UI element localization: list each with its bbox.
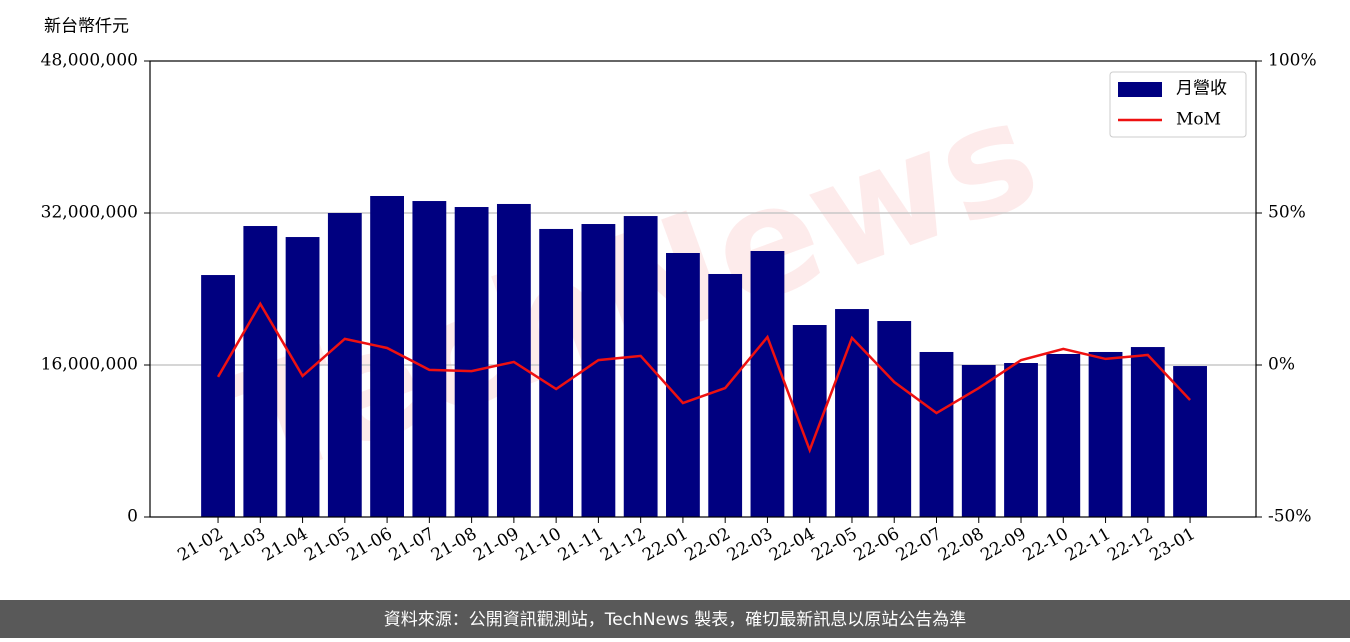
bar (454, 207, 489, 517)
legend-swatch (1118, 82, 1162, 97)
y-tick-label: 32,000,000 (41, 203, 138, 223)
unit-label: 新台幣仟元 (44, 17, 129, 37)
x-tick-label: 22-04 (766, 524, 818, 566)
source-note: 資料來源：公開資訊觀測站，TechNews 製表，確切最新訊息以原站公告為準 (384, 610, 966, 630)
footer-bar (0, 600, 1350, 638)
bar (961, 365, 996, 517)
x-tick-label: 22-06 (851, 524, 903, 566)
bar (1046, 353, 1081, 517)
legend-label: 月營收 (1176, 79, 1227, 99)
x-tick-label: 21-12 (597, 524, 649, 566)
bar (201, 275, 235, 517)
plot-frame (149, 60, 1257, 518)
y2-tick-label: 100% (1268, 51, 1317, 71)
x-tick-label: 22-01 (639, 524, 691, 566)
x-tick-label: 21-03 (217, 524, 269, 566)
bar (623, 216, 658, 518)
bar (1130, 347, 1165, 517)
bar (666, 252, 700, 517)
x-tick-label: 21-08 (428, 524, 480, 566)
legend-label: MoM (1176, 110, 1221, 130)
x-tick-label: 22-03 (724, 524, 776, 566)
bar (243, 226, 278, 517)
x-tick-label: 22-07 (893, 524, 945, 566)
bar (1173, 366, 1207, 517)
bar (919, 351, 954, 517)
x-tick-label: 22-09 (977, 524, 1029, 566)
x-tick-label: 21-04 (259, 524, 311, 566)
y-tick-label: 0 (127, 507, 138, 527)
x-tick-label: 22-02 (681, 524, 733, 566)
y2-tick-label: 50% (1268, 203, 1306, 223)
x-tick-label: 22-12 (1104, 524, 1156, 566)
bar (708, 273, 743, 517)
y2-tick-label: -50% (1268, 507, 1312, 527)
x-tick-label: 22-05 (808, 524, 860, 566)
x-tick-label: 21-05 (301, 524, 353, 566)
bar (370, 195, 404, 517)
bar (412, 201, 447, 517)
y-tick-label: 48,000,000 (41, 51, 138, 71)
bar (581, 224, 616, 517)
x-tick-label: 22-10 (1020, 524, 1072, 566)
x-tick-label: 23-01 (1146, 524, 1198, 566)
bar (1088, 351, 1123, 517)
bar (1004, 363, 1038, 517)
bar (327, 213, 362, 517)
x-tick-label: 21-07 (386, 524, 438, 566)
bar (835, 309, 869, 517)
bar (539, 228, 574, 517)
bar (750, 251, 785, 517)
x-tick-label: 21-10 (512, 524, 564, 566)
x-tick-label: 21-06 (343, 524, 395, 566)
bar (496, 203, 531, 517)
line (216, 301, 1191, 454)
x-tick-label: 22-11 (1062, 524, 1114, 566)
x-tick-label: 21-11 (555, 524, 607, 566)
bar (877, 321, 912, 517)
x-tick-label: 21-02 (174, 524, 226, 566)
y2-tick-label: 0% (1268, 355, 1295, 375)
y-tick-label: 16,000,000 (41, 355, 138, 375)
x-tick-label: 21-09 (470, 524, 522, 566)
x-tick-label: 22-08 (935, 524, 987, 566)
